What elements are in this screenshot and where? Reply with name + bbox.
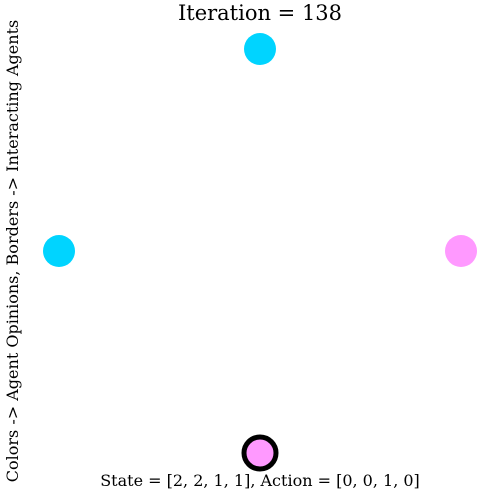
agent-top (244, 33, 276, 65)
agent-bottom (241, 434, 279, 472)
agent-right (445, 235, 477, 267)
agent-left (43, 235, 75, 267)
